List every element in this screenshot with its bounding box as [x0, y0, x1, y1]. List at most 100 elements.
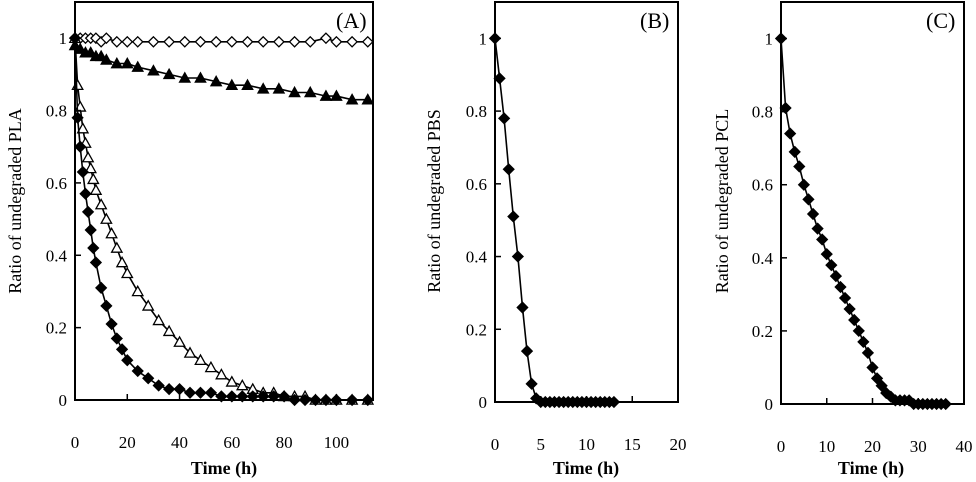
panel-a-series-4-point [95, 281, 108, 294]
panel-a-series-1-point [178, 35, 191, 48]
panel-a-series-4-point [79, 187, 92, 200]
panel-a-series-3-point [115, 255, 129, 268]
panel-a-series-3-line [74, 38, 368, 401]
panel-b-xlabel: Time (h) [553, 458, 619, 479]
panel-a-series-4-line [74, 38, 368, 401]
panel-c-ytick-label: 0.2 [752, 322, 773, 341]
panel-c-series-1-point [788, 145, 801, 158]
panel-a-series-3-point [235, 378, 249, 391]
panel-a-series-3-point [215, 368, 228, 380]
panel-c-ytick-label: 0.6 [752, 176, 773, 195]
panel-a-series-4-point [131, 364, 144, 378]
panel-a-series-3-point [110, 241, 124, 253]
panel-a-ylabel: Ratio of undegraded PLA [5, 108, 25, 293]
panel-a-series-1-point [225, 35, 238, 48]
panel-c-series-1-point [797, 178, 810, 191]
panel-b-ytick-label: 0.6 [466, 175, 487, 194]
panel-a-series-3-point [141, 299, 155, 311]
panel-c-xtick-label: 0 [777, 437, 786, 456]
panel-c-series-1-point [829, 269, 843, 283]
panel-b-series-1-point [502, 163, 515, 176]
panel-b-marks [488, 32, 621, 409]
panel-a-series-1-point [288, 35, 301, 48]
panel-a-series-1-point [100, 32, 113, 45]
panel-b-ytick-label: 0 [479, 393, 488, 412]
panel-a-series-3-point [152, 313, 165, 326]
panel-c-series-1-point [802, 193, 815, 206]
panel-b-xtick-label: 15 [624, 435, 641, 454]
panel-a-series-4-point [257, 390, 270, 403]
panel-b-series-1-point [493, 72, 506, 85]
panel-a-series-3-point [71, 78, 84, 91]
panel-a-series-3-point [86, 172, 100, 185]
panel-c: 00.20.40.60.810 10 20 30 40 (C) Time (h) Rat… [712, 1, 973, 479]
panel-a-series-1-point [346, 35, 359, 48]
panel-a-series-3-point [100, 212, 113, 224]
panel-a-series-2-point [319, 89, 333, 101]
panel-a-ticks: 0 0.2 0.4 0.6 0.8 1 0 20 40 60 80 100 [46, 29, 349, 452]
panel-a-series-4-point [246, 390, 259, 403]
panel-b-xtick-label: 10 [578, 435, 595, 454]
panel-b-ytick-label: 1 [479, 29, 488, 48]
panel-a-series-4-point [110, 332, 123, 345]
panel-a-xtick-label: 80 [276, 433, 293, 452]
panel-c-ytick-label: 1 [765, 30, 774, 49]
panel-c-series-1-line [780, 38, 946, 405]
panel-a-series-2-point [194, 71, 207, 83]
panel-a-series-1-point [304, 35, 317, 48]
panel-c-series-1-point [880, 386, 893, 400]
panel-a-series-4-point [173, 383, 186, 396]
panel-a-xtick-label: 20 [119, 433, 136, 452]
panel-a-label: (A) [336, 8, 367, 33]
panel-a-series-2-point [288, 85, 301, 98]
panel-b-xtick-label: 0 [491, 435, 500, 454]
panel-b-ytick-label: 0.2 [466, 320, 487, 339]
panel-c-series-1-point [834, 280, 847, 294]
panel-a-series-2-point [225, 78, 239, 91]
panel-a-series-1-point [241, 35, 254, 48]
panel-a-ytick-label: 0.8 [46, 102, 67, 121]
panel-a-series-3-point [89, 183, 103, 195]
panel-b-frame [494, 1, 679, 403]
panel-a-series-3-point [105, 227, 118, 239]
panel-c-series-1-point [816, 233, 829, 246]
panel-a-series-2-point [303, 85, 317, 98]
panel-c-xtick-label: 20 [864, 437, 881, 456]
panel-b-ylabel: Ratio of undegraded PBS [424, 109, 444, 292]
panel-a-ytick-label: 0.4 [46, 246, 68, 265]
panel-b-series-1-point [498, 112, 511, 125]
panel-c-series-1-point [779, 101, 792, 115]
panel-a-series-2-point [256, 82, 270, 94]
panel-a-series-1-point [131, 35, 144, 48]
panel-b-series-1 [488, 32, 621, 409]
panel-a-xtick-label: 60 [223, 433, 240, 452]
panel-a-series-4-point [194, 386, 207, 399]
panel-a-series-4-point [267, 390, 280, 403]
panel-a-ytick-label: 1 [59, 29, 68, 48]
panel-a-series-1-point [110, 35, 123, 48]
panel-c-series-1-point [825, 259, 838, 272]
panel-a-series-1-point [194, 35, 207, 48]
panel-c-series-1-point [852, 324, 865, 338]
panel-a-xlabel: Time (h) [191, 458, 257, 479]
panel-a-series-3-point [173, 335, 186, 347]
panel-a-series-2-point [120, 56, 134, 69]
panel-a-series-1-point [330, 35, 343, 48]
panel-c-label: (C) [926, 8, 955, 33]
panel-c-ylabel: Ratio of undegraded PCL [712, 109, 732, 293]
panel-a-xtick-label: 40 [171, 433, 188, 452]
panel-c-series-1-point [811, 222, 824, 235]
panel-a-series-4-point [89, 256, 103, 269]
panel-a-series-3-point [94, 198, 108, 210]
panel-a-series-2-point [345, 93, 359, 105]
panel-a-series-2-point [241, 78, 254, 91]
panel-a-series-4-point [74, 140, 87, 153]
panel-a-series-3-point [225, 375, 239, 387]
panel-b-label: (B) [640, 8, 669, 33]
panel-c-series-1-point [784, 127, 797, 140]
panel-a-series-4-point [162, 383, 176, 396]
panel-a-series-1-point [361, 35, 374, 48]
panel-c-series-1-point [884, 390, 897, 403]
panel-a-series-4-point [204, 386, 218, 399]
